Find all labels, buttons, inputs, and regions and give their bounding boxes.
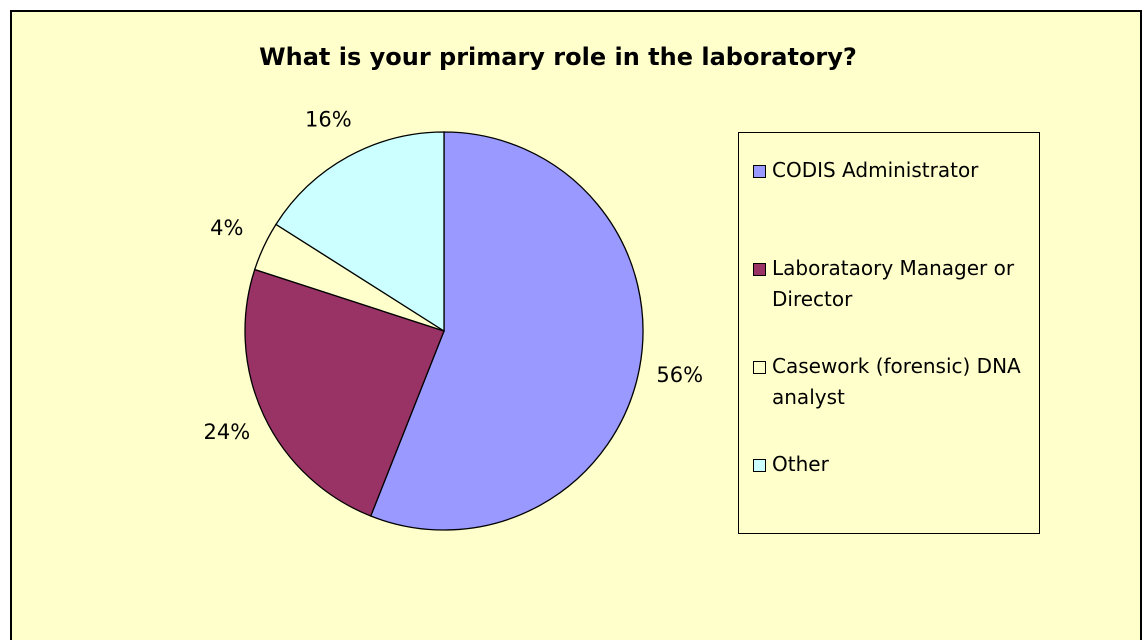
legend-label: Other — [772, 452, 829, 476]
legend-swatch — [753, 459, 766, 472]
legend-swatch — [753, 361, 766, 374]
legend-entry: Casework (forensic) DNA analyst — [753, 351, 1033, 413]
legend: CODIS Administrator Laborataory Manager o… — [738, 132, 1040, 534]
legend-label: CODIS Administrator — [772, 158, 979, 182]
legend-label: Casework (forensic) DNA analyst — [772, 354, 1021, 409]
pie-slice — [275, 131, 445, 333]
legend-entry: CODIS Administrator — [753, 155, 1033, 186]
legend-entry: Other — [753, 449, 1033, 480]
data-label: 16% — [305, 108, 352, 132]
legend-entry: Laborataory Manager or Director — [753, 253, 1033, 315]
pie-slice — [369, 131, 644, 531]
legend-label: Laborataory Manager or Director — [772, 256, 1015, 311]
legend-swatch — [753, 263, 766, 276]
legend-swatch — [753, 165, 766, 178]
chart-title: What is your primary role in the laborat… — [259, 43, 857, 71]
pie-slice — [244, 268, 445, 517]
data-label: 24% — [203, 420, 250, 444]
data-label: 4% — [210, 216, 243, 240]
data-label: 56% — [656, 363, 703, 387]
